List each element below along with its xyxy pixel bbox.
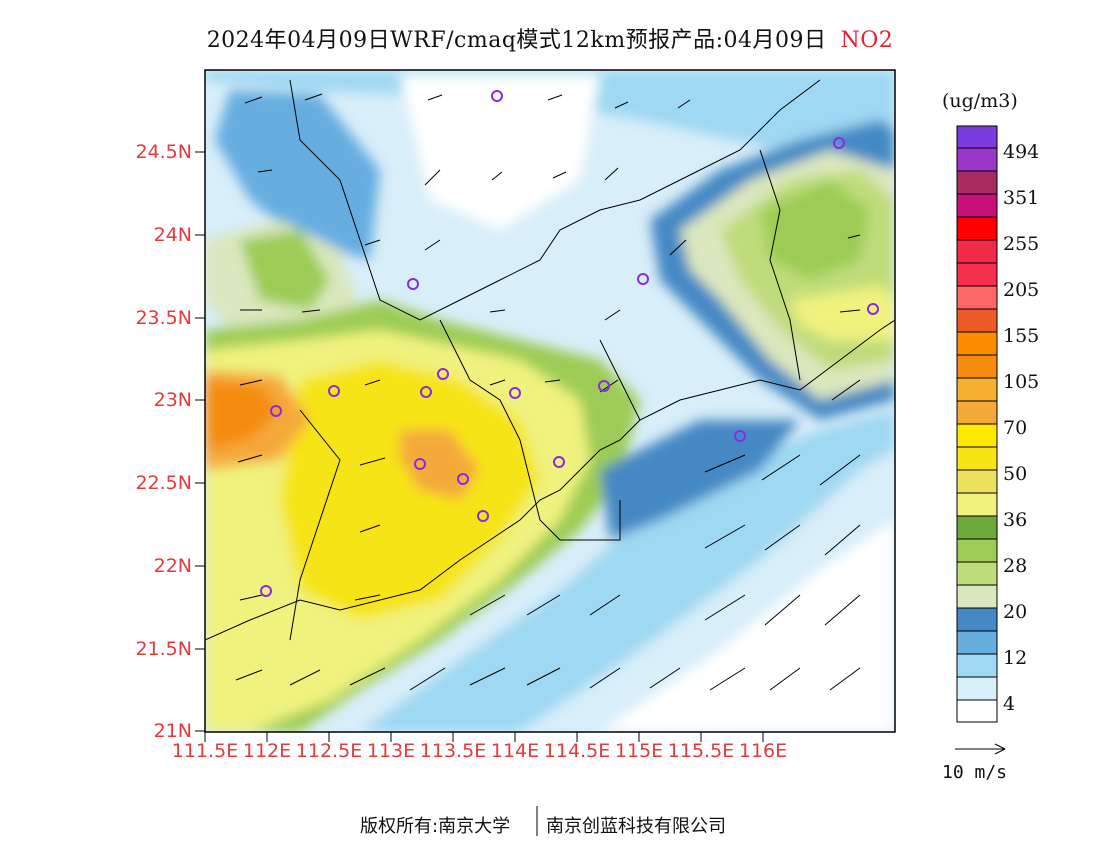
- company-text: 南京创蓝科技有限公司: [546, 816, 726, 837]
- pollutant-label: NO2: [840, 28, 894, 53]
- lon-label: 114.5E: [543, 740, 611, 762]
- lon-label: 114E: [490, 740, 540, 762]
- lon-label: 113.5E: [419, 740, 487, 762]
- lat-label: 23.5N: [135, 307, 192, 329]
- station-markers: [260, 90, 879, 597]
- colorbar: [956, 125, 998, 723]
- wind-vectors: [235, 93, 861, 691]
- map-frame: [204, 69, 896, 733]
- colorbar-label: 255: [1003, 233, 1040, 255]
- lat-label: 21N: [153, 720, 192, 742]
- lat-label: 23N: [153, 389, 192, 411]
- lat-label: 22N: [153, 555, 192, 577]
- colorbar-label: 36: [1003, 509, 1028, 531]
- title-text: 2024年04月09日WRF/cmaq模式12km预报产品:04月09日: [206, 28, 827, 53]
- concentration-field: [205, 70, 895, 732]
- colorbar-label: 155: [1003, 325, 1040, 347]
- colorbar-label: 105: [1003, 371, 1040, 393]
- lon-label: 112.5E: [295, 740, 363, 762]
- copyright-text: 版权所有:南京大学: [360, 816, 511, 837]
- lon-label: 115.5E: [667, 740, 735, 762]
- reference-wind-arrow: [955, 743, 1006, 755]
- lon-label: 116E: [738, 740, 788, 762]
- lat-label: 24N: [153, 224, 192, 246]
- colorbar-label: 70: [1003, 417, 1028, 439]
- colorbar-label: 12: [1003, 647, 1028, 669]
- colorbar-label: 28: [1003, 555, 1028, 577]
- colorbar-label: 20: [1003, 601, 1028, 623]
- colorbar-label: 494: [1003, 141, 1040, 163]
- lon-label: 115E: [614, 740, 664, 762]
- lon-label: 112E: [242, 740, 292, 762]
- lon-label: 113E: [366, 740, 416, 762]
- colorbar-label: 351: [1003, 187, 1040, 209]
- lon-label: 111.5E: [171, 740, 239, 762]
- axis-ticks: [195, 151, 764, 742]
- wind-reference-label: 10 m/s: [942, 762, 1008, 783]
- chart-title: 2024年04月09日WRF/cmaq模式12km预报产品:04月09日 NO2: [0, 22, 1100, 54]
- colorbar-label: 205: [1003, 279, 1040, 301]
- colorbar-unit: (ug/m3): [942, 90, 1018, 112]
- lat-label: 24.5N: [135, 141, 192, 163]
- lat-label: 22.5N: [135, 472, 192, 494]
- colorbar-label: 4: [1003, 693, 1016, 715]
- lat-label: 21.5N: [135, 638, 192, 660]
- colorbar-label: 50: [1003, 463, 1028, 485]
